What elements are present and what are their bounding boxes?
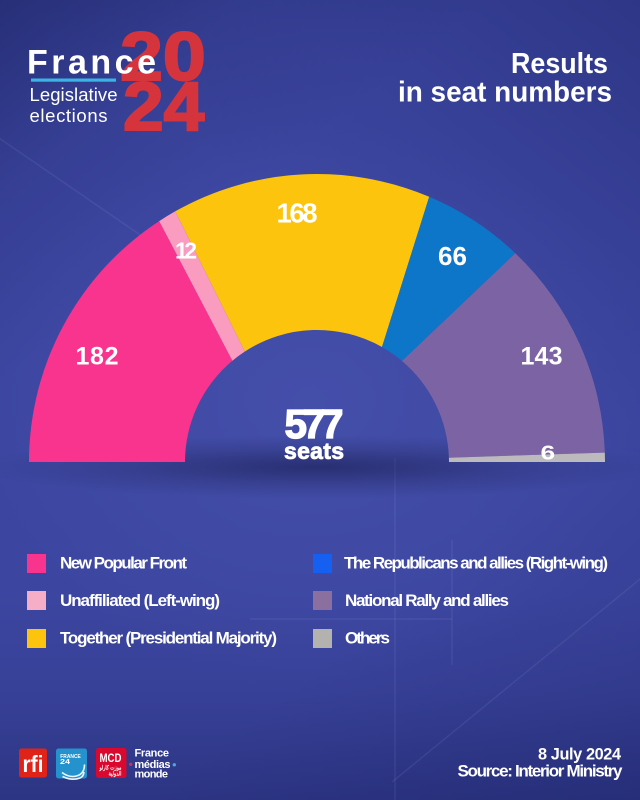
svg-text:24: 24 [60, 757, 71, 766]
svg-text:20: 20 [120, 18, 206, 95]
svg-text:Unaffiliated (Left-wing): Unaffiliated (Left-wing) [60, 591, 220, 610]
svg-text:موزت كارلو: موزت كارلو [99, 765, 122, 772]
svg-text:elections: elections [30, 105, 108, 126]
svg-text:National Rally and allies: National Rally and allies [345, 591, 509, 610]
svg-text:الدولية: الدولية [109, 770, 122, 777]
svg-text:168: 168 [277, 198, 318, 229]
svg-text:24: 24 [123, 69, 205, 146]
svg-text:Results: Results [511, 48, 608, 80]
svg-text:66: 66 [438, 241, 467, 271]
svg-text:rfi: rfi [23, 751, 44, 777]
svg-text:France: France [135, 748, 170, 760]
svg-text:Others: Others [345, 628, 390, 647]
svg-text:577: 577 [285, 401, 344, 447]
svg-text:FRANCE: FRANCE [60, 754, 81, 760]
svg-text:Source: Interior Ministry: Source: Interior Ministry [458, 761, 624, 780]
svg-text:12: 12 [175, 238, 197, 264]
svg-text:6: 6 [541, 442, 556, 464]
svg-text:182: 182 [76, 343, 119, 371]
svg-text:The Republicans and allies (Ri: The Republicans and allies (Right-wing) [344, 553, 608, 572]
svg-text:Together (Presidential Majorit: Together (Presidential Majority) [60, 628, 277, 647]
svg-text:New Popular Front: New Popular Front [60, 553, 187, 572]
svg-text:médias: médias [135, 759, 171, 771]
svg-text:seats: seats [284, 438, 344, 464]
svg-text:143: 143 [521, 343, 563, 371]
svg-text:monde: monde [135, 769, 169, 781]
svg-text:in seat numbers: in seat numbers [398, 77, 612, 109]
svg-text:Legislative: Legislative [30, 84, 118, 105]
svg-text:MCD: MCD [100, 751, 122, 765]
svg-text:8 July 2024: 8 July 2024 [538, 746, 621, 764]
